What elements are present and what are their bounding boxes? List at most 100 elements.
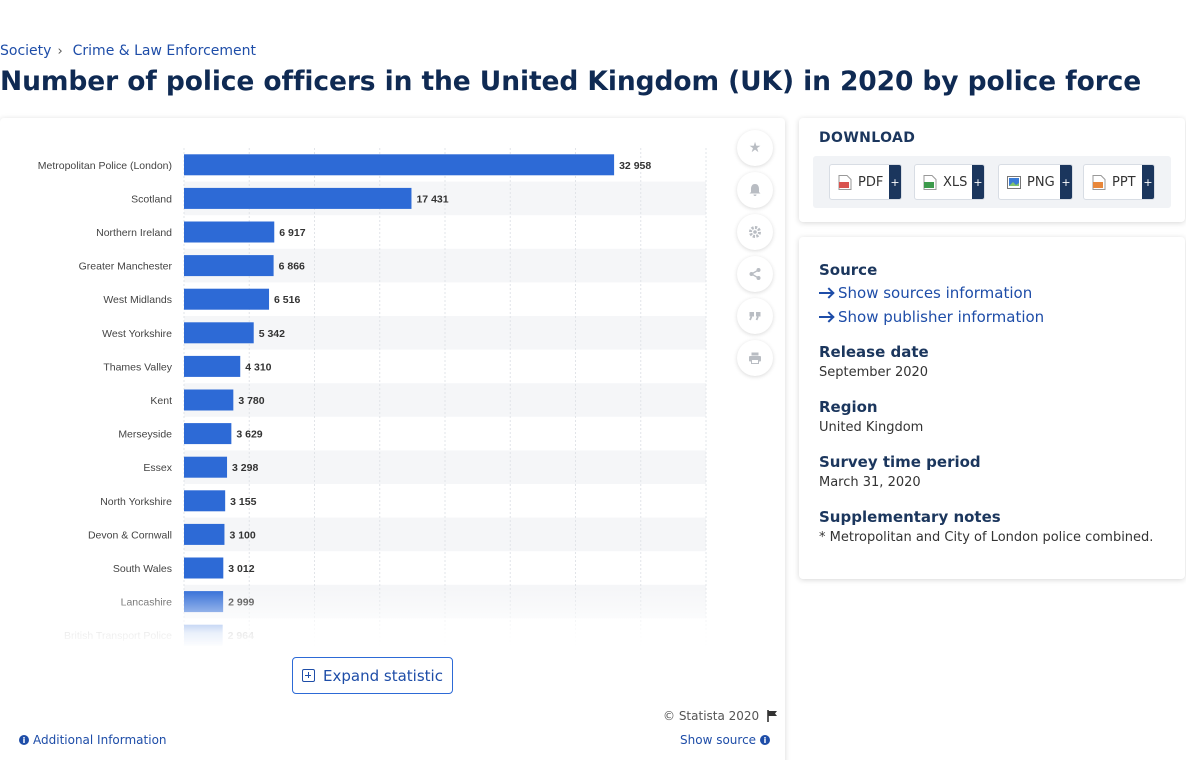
- download-card: DOWNLOAD PDF + XLS + PNG + PPT +: [799, 118, 1185, 222]
- value-label: 3 298: [232, 462, 258, 474]
- bar: [184, 255, 274, 277]
- info-icon: i: [19, 735, 29, 745]
- show-publisher-link[interactable]: Show publisher information: [819, 308, 1044, 326]
- plus-icon: +: [972, 165, 984, 199]
- xls-file-icon: [923, 174, 937, 190]
- page-title: Number of police officers in the United …: [0, 66, 1142, 97]
- expand-statistic-button[interactable]: Expand statistic: [292, 657, 453, 694]
- breadcrumb: Society › Crime & Law Enforcement: [0, 43, 256, 59]
- region-value: United Kingdom: [819, 420, 924, 435]
- category-label: North Yorkshire: [100, 496, 172, 508]
- show-source-label: Show source: [680, 733, 757, 747]
- bar: [184, 423, 232, 445]
- value-label: 32 958: [619, 160, 651, 172]
- release-date-value: September 2020: [819, 365, 929, 380]
- show-sources-link[interactable]: Show sources information: [819, 284, 1032, 302]
- value-label: 3 780: [238, 395, 264, 407]
- value-label: 6 917: [279, 227, 305, 239]
- value-label: 3 012: [228, 563, 254, 575]
- value-label: 6 866: [279, 261, 305, 273]
- download-png-label: PNG: [1027, 174, 1055, 190]
- download-title: DOWNLOAD: [819, 130, 916, 146]
- show-publisher-label: Show publisher information: [838, 308, 1045, 326]
- bar: [184, 154, 615, 176]
- copyright: © Statista 2020: [663, 709, 778, 723]
- category-label: Scotland: [131, 193, 172, 205]
- statistic-details-card: Source Show sources information Show pub…: [799, 237, 1185, 579]
- show-source-link[interactable]: Show source i: [680, 733, 771, 747]
- value-label: 3 100: [229, 529, 255, 541]
- print-icon[interactable]: [737, 340, 773, 376]
- category-label: Metropolitan Police (London): [38, 160, 172, 172]
- value-label: 6 516: [274, 294, 300, 306]
- ppt-file-icon: [1092, 174, 1106, 190]
- download-ppt-label: PPT: [1112, 174, 1136, 190]
- category-label: Greater Manchester: [79, 261, 173, 273]
- category-label: Northern Ireland: [96, 227, 172, 239]
- plus-square-icon: [302, 669, 316, 682]
- share-icon[interactable]: [737, 256, 773, 292]
- chart-tools: ★: [737, 130, 773, 382]
- show-sources-label: Show sources information: [838, 284, 1033, 302]
- breadcrumb-society-link[interactable]: Society: [0, 43, 52, 59]
- category-label: South Wales: [113, 563, 172, 575]
- row-band: [184, 517, 706, 552]
- bar: [184, 355, 241, 377]
- bar: [184, 456, 228, 478]
- chart-fade-overlay: [0, 588, 720, 648]
- png-file-icon: [1007, 175, 1021, 190]
- expand-statistic-label: Expand statistic: [323, 666, 443, 685]
- bar: [184, 187, 412, 209]
- release-date-label: Release date: [819, 343, 929, 361]
- survey-period-value: March 31, 2020: [819, 475, 921, 490]
- supplementary-notes-label: Supplementary notes: [819, 508, 1001, 526]
- bar: [184, 221, 275, 243]
- category-label: Thames Valley: [103, 361, 172, 373]
- download-pdf-label: PDF: [858, 174, 884, 190]
- chart-card: Metropolitan Police (London) 32 958 Scotla…: [0, 118, 785, 760]
- plus-icon: +: [889, 165, 901, 199]
- additional-information-link[interactable]: i Additional Information: [19, 733, 167, 747]
- bar: [184, 288, 270, 310]
- arrow-right-icon: [819, 316, 832, 318]
- star-icon[interactable]: ★: [737, 130, 773, 166]
- download-ppt-button[interactable]: PPT +: [1083, 164, 1155, 200]
- copyright-text: © Statista 2020: [663, 709, 760, 723]
- value-label: 3 155: [230, 496, 256, 508]
- category-label: West Yorkshire: [102, 328, 172, 340]
- download-pdf-button[interactable]: PDF +: [829, 164, 902, 200]
- bar: [184, 523, 225, 545]
- category-label: Kent: [150, 395, 172, 407]
- value-label: 5 342: [259, 328, 285, 340]
- bar: [184, 389, 234, 411]
- supplementary-notes-value: * Metropolitan and City of London police…: [819, 530, 1154, 545]
- bell-icon[interactable]: [737, 172, 773, 208]
- source-label: Source: [819, 261, 878, 279]
- info-icon: i: [760, 735, 771, 745]
- survey-period-label: Survey time period: [819, 453, 981, 471]
- download-png-button[interactable]: PNG +: [998, 164, 1073, 200]
- download-xls-label: XLS: [943, 174, 968, 190]
- download-xls-button[interactable]: XLS +: [914, 164, 985, 200]
- chevron-right-icon: ›: [57, 43, 63, 59]
- plus-icon: +: [1060, 165, 1072, 199]
- plus-icon: +: [1142, 165, 1154, 199]
- bar: [184, 490, 226, 512]
- region-label: Region: [819, 398, 878, 416]
- breadcrumb-crime-link[interactable]: Crime & Law Enforcement: [72, 43, 256, 59]
- bar: [184, 557, 224, 579]
- additional-information-label: Additional Information: [33, 733, 167, 747]
- bar-chart: Metropolitan Police (London) 32 958 Scotla…: [38, 148, 707, 648]
- category-label: Devon & Cornwall: [88, 529, 172, 541]
- bar: [184, 322, 254, 344]
- arrow-right-icon: [819, 292, 832, 294]
- value-label: 17 431: [416, 193, 448, 205]
- download-buttons: PDF + XLS + PNG + PPT +: [813, 156, 1171, 208]
- quote-icon[interactable]: [737, 298, 773, 334]
- pdf-file-icon: [838, 174, 852, 190]
- category-label: Essex: [143, 462, 172, 474]
- category-label: West Midlands: [103, 294, 172, 306]
- category-label: Merseyside: [118, 429, 172, 441]
- gear-icon[interactable]: [737, 214, 773, 250]
- flag-icon[interactable]: [767, 710, 778, 722]
